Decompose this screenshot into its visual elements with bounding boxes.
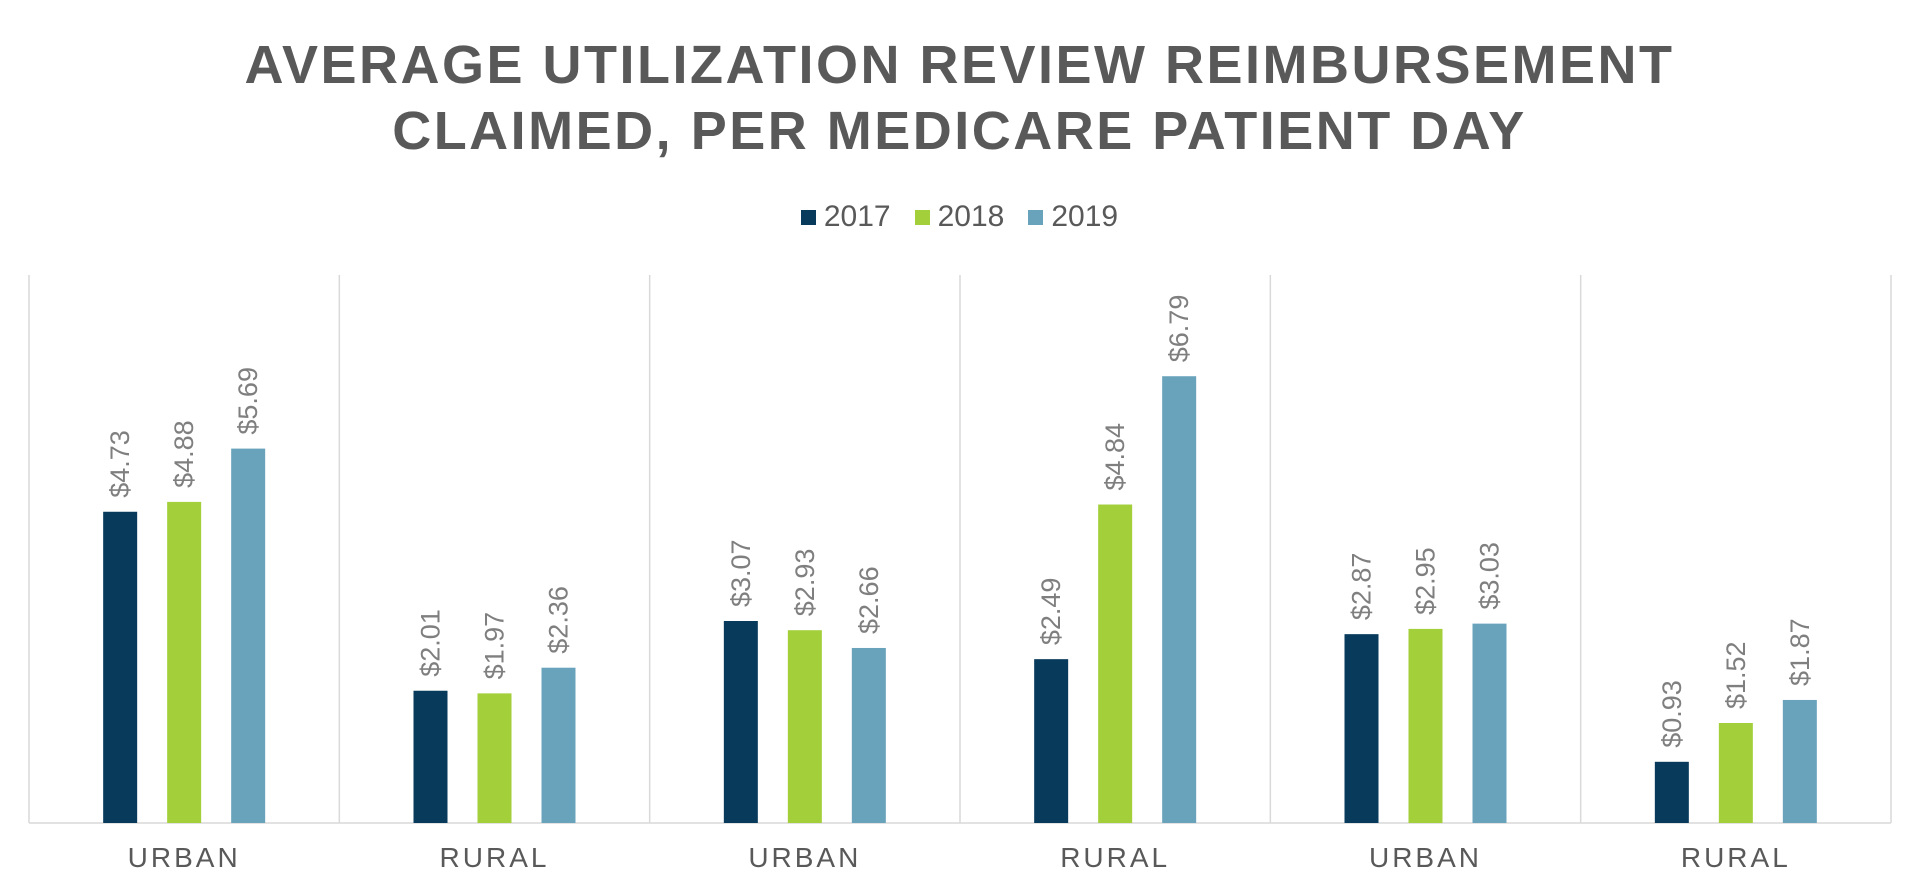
data-label-2019-4: $6.79	[1164, 295, 1194, 363]
x-tick-label-4: RURAL	[1060, 842, 1170, 873]
data-label-2018-5: $2.95	[1411, 547, 1441, 615]
data-label-2018-1: $4.88	[169, 420, 199, 488]
data-label-2019-5: $3.03	[1475, 542, 1505, 610]
bar-2019-3[interactable]	[851, 647, 886, 823]
data-label-2017-6: $0.93	[1657, 680, 1687, 748]
bar-2017-6[interactable]	[1654, 761, 1689, 823]
chart-legend: 2017 2018 2019	[0, 200, 1919, 234]
bar-2018-2[interactable]	[477, 693, 512, 823]
data-label-2018-4: $4.84	[1100, 423, 1130, 491]
legend-swatch-2018	[914, 209, 930, 225]
legend-item-2019[interactable]: 2019	[1028, 200, 1118, 234]
bar-2019-6[interactable]	[1782, 699, 1817, 823]
chart-title-line-1: AVERAGE UTILIZATION REVIEW REIMBURSEMENT	[244, 35, 1675, 95]
legend-item-2018[interactable]: 2018	[914, 200, 1005, 234]
data-label-2017-2: $2.01	[416, 609, 446, 677]
data-label-2018-3: $2.93	[790, 549, 820, 617]
data-label-2019-2: $2.36	[544, 586, 574, 654]
data-label-2017-5: $2.87	[1347, 553, 1377, 621]
bar-2018-6[interactable]	[1718, 722, 1753, 823]
bar-2019-1[interactable]	[231, 448, 266, 823]
bar-2019-5[interactable]	[1472, 623, 1507, 823]
legend-item-2017[interactable]: 2017	[800, 200, 891, 234]
x-tick-label-6: RURAL	[1681, 842, 1791, 873]
bar-2017-5[interactable]	[1344, 634, 1379, 823]
bar-2019-2[interactable]	[541, 667, 576, 823]
data-label-2018-2: $1.97	[480, 612, 510, 680]
data-label-2017-3: $3.07	[726, 539, 756, 607]
bar-2018-3[interactable]	[787, 630, 822, 823]
bar-2017-1[interactable]	[103, 511, 138, 823]
data-label-2019-1: $5.69	[233, 367, 263, 435]
data-label-2017-4: $2.49	[1036, 578, 1066, 646]
bar-2018-4[interactable]	[1098, 504, 1133, 823]
chart-title: AVERAGE UTILIZATION REVIEW REIMBURSEMENT…	[0, 32, 1919, 164]
legend-label-2019: 2019	[1051, 200, 1119, 233]
x-tick-label-3: URBAN	[748, 842, 861, 873]
legend-label-2017: 2017	[823, 200, 891, 233]
bar-2019-4[interactable]	[1162, 376, 1197, 823]
x-tick-label-1: URBAN	[128, 842, 241, 873]
bar-2018-5[interactable]	[1408, 628, 1443, 823]
x-tick-label-5: URBAN	[1369, 842, 1482, 873]
x-tick-label-2: RURAL	[440, 842, 550, 873]
bar-2018-1[interactable]	[167, 501, 202, 823]
legend-swatch-2017	[800, 209, 816, 225]
bar-2017-2[interactable]	[413, 690, 448, 823]
legend-swatch-2019	[1028, 209, 1044, 225]
data-label-2019-6: $1.87	[1785, 618, 1815, 686]
legend-label-2018: 2018	[937, 200, 1005, 233]
data-label-2019-3: $2.66	[854, 566, 884, 634]
data-label-2017-1: $4.73	[105, 430, 135, 498]
bar-2017-4[interactable]	[1034, 659, 1069, 823]
data-label-2018-6: $1.52	[1721, 641, 1751, 709]
chart-title-line-2: CLAIMED, PER MEDICARE PATIENT DAY	[392, 101, 1527, 161]
bar-2017-3[interactable]	[723, 620, 758, 823]
